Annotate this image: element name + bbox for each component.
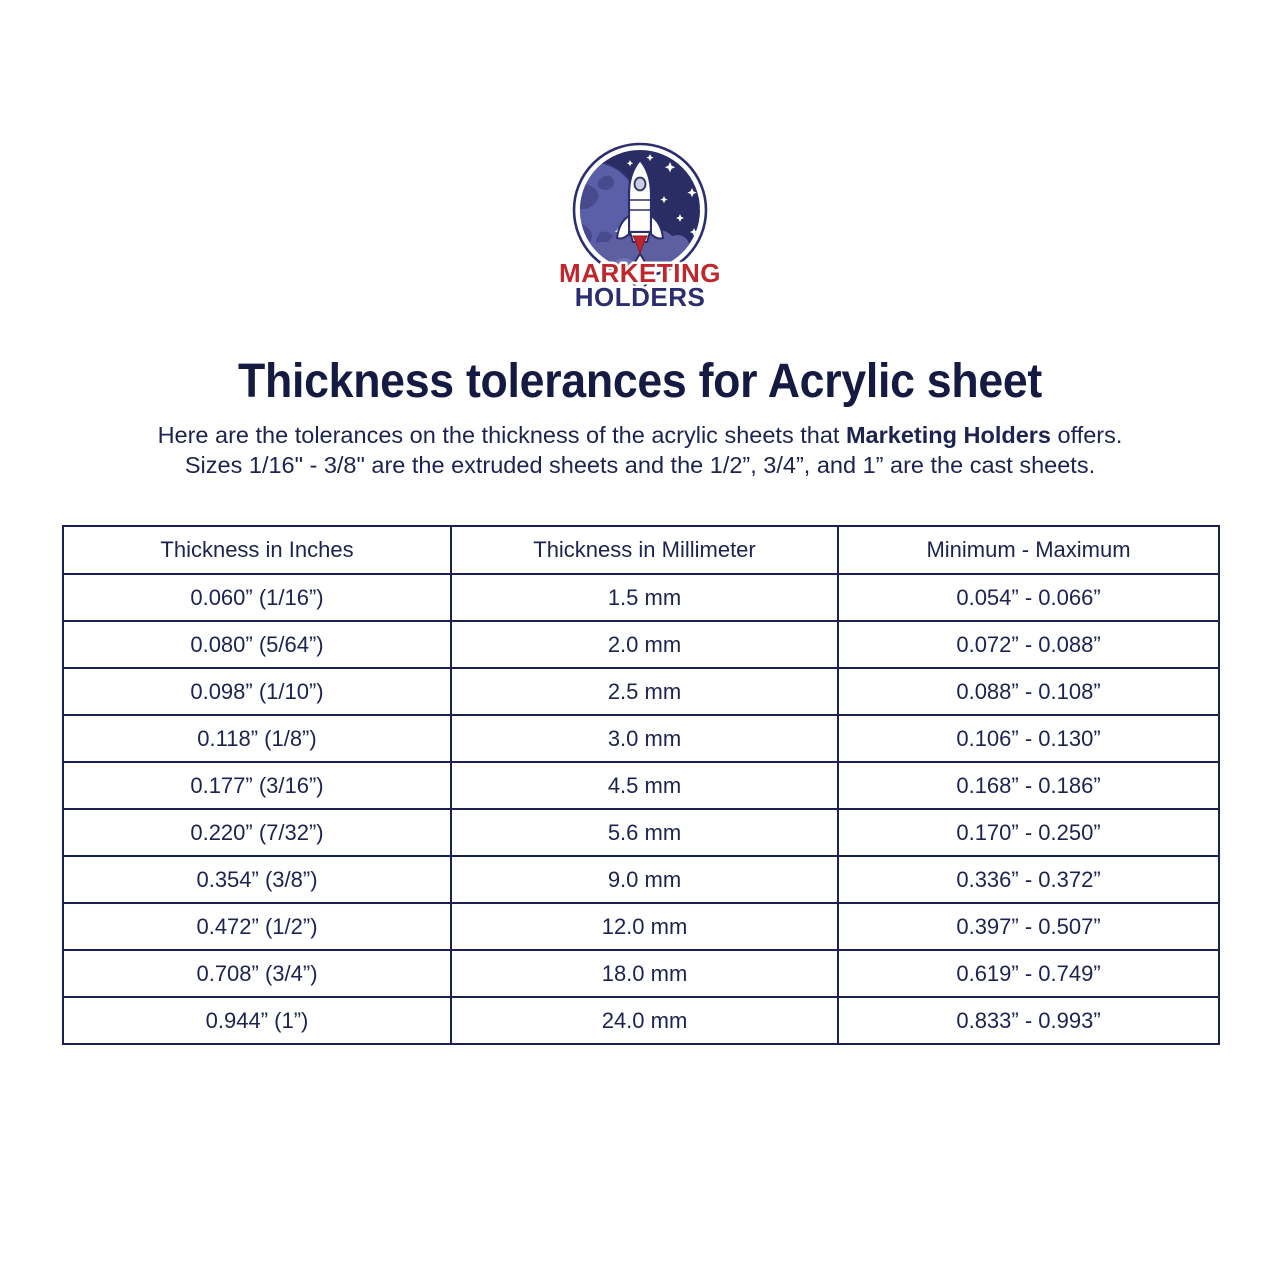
cell-thickness-mm: 2.5 mm [450,667,839,716]
table-row: 0.354” (3/8”) 9.0 mm 0.336” - 0.372” [62,855,1220,904]
tolerance-table: Thickness in Inches Thickness in Millime… [62,525,1220,1045]
brand-logo: MARKETING MARKETING HOLDERS HOLDERS [0,136,1280,312]
page-subtitle: Here are the tolerances on the thickness… [60,420,1220,480]
table-row: 0.060” (1/16”) 1.5 mm 0.054” - 0.066” [62,573,1220,622]
cell-min-max: 0.833” - 0.993” [837,996,1220,1045]
cell-min-max: 0.168” - 0.186” [837,761,1220,810]
cell-thickness-mm: 3.0 mm [450,714,839,763]
tolerance-table-container: Thickness in Inches Thickness in Millime… [62,525,1220,1045]
cell-min-max: 0.088” - 0.108” [837,667,1220,716]
logo-wordmark-holders: HOLDERS [575,282,706,312]
cell-thickness-inches: 0.098” (1/10”) [62,667,452,716]
cell-min-max: 0.170” - 0.250” [837,808,1220,857]
table-row: 0.118” (1/8”) 3.0 mm 0.106” - 0.130” [62,714,1220,763]
cell-thickness-mm: 5.6 mm [450,808,839,857]
cell-thickness-mm: 2.0 mm [450,620,839,669]
cell-thickness-mm: 1.5 mm [450,573,839,622]
table-header-row: Thickness in Inches Thickness in Millime… [62,525,1220,575]
subtitle-line1: Here are the tolerances on the thickness… [158,422,1123,448]
cell-thickness-inches: 0.708” (3/4”) [62,949,452,998]
column-header-min-max: Minimum - Maximum [837,525,1220,575]
cell-thickness-mm: 9.0 mm [450,855,839,904]
subtitle-text-before: Here are the tolerances on the thickness… [157,421,846,448]
cell-min-max: 0.619” - 0.749” [837,949,1220,998]
subtitle-line2: Sizes 1/16" - 3/8" are the extruded shee… [184,451,1096,478]
logo-wordmark-marketing-outline: MARKETING [559,258,721,288]
table-body: 0.060” (1/16”) 1.5 mm 0.054” - 0.066” 0.… [62,573,1220,1045]
table-row: 0.177” (3/16”) 4.5 mm 0.168” - 0.186” [62,761,1220,810]
cell-thickness-inches: 0.944” (1”) [62,996,452,1045]
table-row: 0.220” (7/32”) 5.6 mm 0.170” - 0.250” [62,808,1220,857]
cell-min-max: 0.336” - 0.372” [837,855,1220,904]
cell-thickness-inches: 0.354” (3/8”) [62,855,452,904]
cell-thickness-inches: 0.220” (7/32”) [62,808,452,857]
column-header-thickness-millimeter: Thickness in Millimeter [450,525,839,575]
table-row: 0.944” (1”) 24.0 mm 0.833” - 0.993” [62,996,1220,1045]
cell-thickness-inches: 0.118” (1/8”) [62,714,452,763]
cell-min-max: 0.397” - 0.507” [837,902,1220,951]
cell-thickness-inches: 0.177” (3/16”) [62,761,452,810]
cell-thickness-inches: 0.472” (1/2”) [62,902,452,951]
column-header-thickness-inches: Thickness in Inches [62,525,452,575]
table-row: 0.708” (3/4”) 18.0 mm 0.619” - 0.749” [62,949,1220,998]
cell-thickness-mm: 12.0 mm [450,902,839,951]
cell-min-max: 0.106” - 0.130” [837,714,1220,763]
cell-thickness-mm: 4.5 mm [450,761,839,810]
cell-thickness-mm: 18.0 mm [450,949,839,998]
page-title: Thickness tolerances for Acrylic sheet [237,355,1043,409]
table-row: 0.472” (1/2”) 12.0 mm 0.397” - 0.507” [62,902,1220,951]
logo-wordmark-holders-outline: HOLDERS [575,282,706,312]
cell-thickness-inches: 0.060” (1/16”) [62,573,452,622]
table-row: 0.080” (5/64”) 2.0 mm 0.072” - 0.088” [62,620,1220,669]
rocket-globe-logo-icon: MARKETING MARKETING HOLDERS HOLDERS [542,136,738,312]
subtitle-brand-emphasis: Marketing Holders [845,421,1051,448]
cell-thickness-inches: 0.080” (5/64”) [62,620,452,669]
subtitle-text-after: offers. [1051,421,1123,448]
logo-wordmark-marketing: MARKETING [559,258,721,288]
cell-thickness-mm: 24.0 mm [450,996,839,1045]
cell-min-max: 0.072” - 0.088” [837,620,1220,669]
cell-min-max: 0.054” - 0.066” [837,573,1220,622]
table-row: 0.098” (1/10”) 2.5 mm 0.088” - 0.108” [62,667,1220,716]
